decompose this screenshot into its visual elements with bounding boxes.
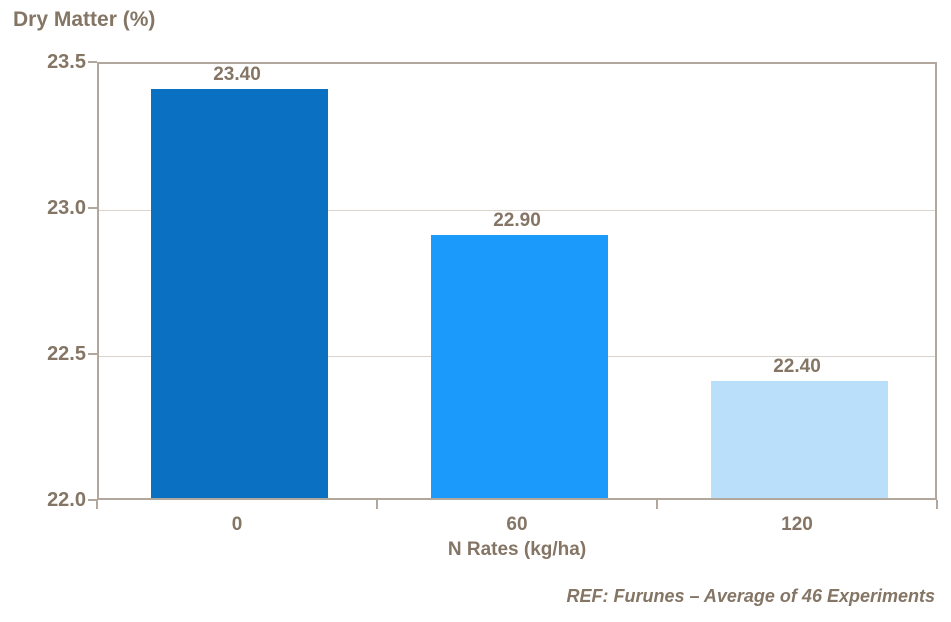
bar-60 xyxy=(430,235,608,498)
x-axis-tick-label: 0 xyxy=(231,514,243,535)
y-axis-tick-label: 23.0 xyxy=(47,197,86,219)
gridline-y-23 xyxy=(99,210,935,211)
bar-0 xyxy=(150,89,328,498)
bar-value-label: 22.40 xyxy=(773,356,821,378)
bar-value-label: 23.40 xyxy=(213,64,261,86)
plot-area xyxy=(97,62,937,500)
y-axis-tick-mark xyxy=(88,353,97,355)
chart-title: Dry Matter (%) xyxy=(13,8,156,31)
y-axis-tick-label: 23.5 xyxy=(47,51,86,73)
y-axis-tick-mark xyxy=(88,61,97,63)
bar-value-label: 22.90 xyxy=(493,210,541,232)
bar-120 xyxy=(710,381,888,498)
x-axis-tick-label: 60 xyxy=(506,514,528,535)
y-axis-tick-mark xyxy=(88,207,97,209)
footer-reference-note: REF: Furunes – Average of 46 Experiments xyxy=(566,586,935,606)
x-axis-tick-label: 120 xyxy=(781,514,813,535)
x-axis-tick-mark xyxy=(96,500,98,509)
y-axis-tick-label: 22.5 xyxy=(47,343,86,365)
x-axis-tick-mark xyxy=(936,500,938,509)
y-axis-tick-label: 22.0 xyxy=(47,489,86,511)
x-axis-tick-mark xyxy=(656,500,658,509)
x-axis-tick-mark xyxy=(376,500,378,509)
x-axis-title: N Rates (kg/ha) xyxy=(447,539,587,560)
y-axis-tick-mark xyxy=(88,499,97,501)
